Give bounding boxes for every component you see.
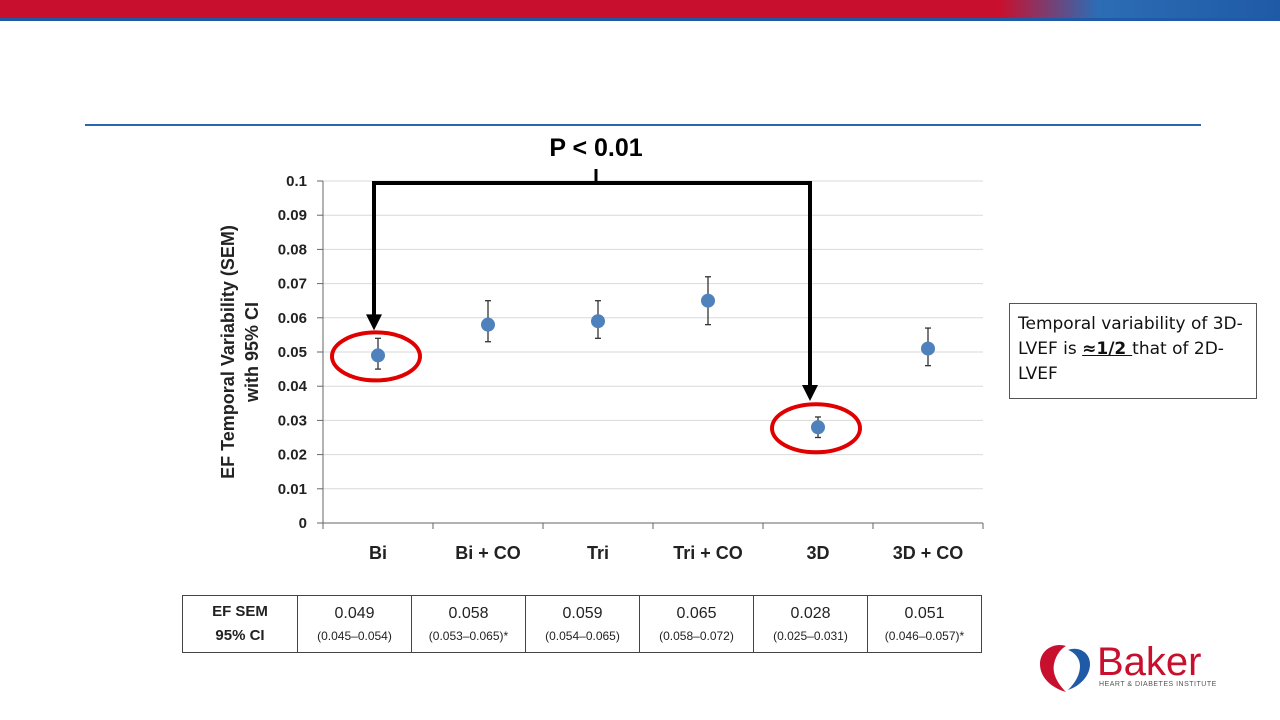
data-point [921,342,935,356]
table-value: 0.049 [298,602,411,626]
table-header-line1: EF SEM [212,603,268,620]
table-header-line2: 95% CI [215,627,264,644]
table-value: 0.051 [868,602,981,626]
y-tick-label: 0.05 [278,344,307,361]
callout-box: Temporal variability of 3D-LVEF is ≈1/2 … [1009,303,1257,399]
y-tick-label: 0.01 [278,481,307,498]
y-tick-label: 0 [299,515,307,532]
table-value: 0.059 [526,602,639,626]
table-ci: (0.054–0.065) [526,626,639,646]
logo-subtitle: HEART & DIABETES INSTITUTE [1099,681,1217,688]
table-cell: 0.049(0.045–0.054) [298,596,412,653]
callout-text-bold: ≈1/2 [1082,339,1132,359]
table-cell: 0.058(0.053–0.065)* [412,596,526,653]
y-axis-label-sub: with 95% CI [242,302,262,403]
data-point [701,294,715,308]
x-category-label: 3D [806,543,829,563]
data-point [591,314,605,328]
y-tick-label: 0.09 [278,207,307,224]
y-tick-label: 0.06 [278,310,307,327]
y-axis-label: EF Temporal Variability (SEM) [218,225,238,479]
data-point [481,318,495,332]
x-category-label: Tri [587,543,609,563]
logo-name: Baker [1097,640,1202,684]
significance-bracket [374,183,810,387]
y-tick-label: 0.03 [278,412,307,429]
x-category-label: Bi + CO [455,543,521,563]
data-point [811,420,825,434]
y-tick-label: 0.07 [278,276,307,293]
y-tick-label: 0.02 [278,447,307,464]
table-cell: 0.028(0.025–0.031) [754,596,868,653]
data-point [371,348,385,362]
table-value: 0.065 [640,602,753,626]
table-cell: 0.065(0.058–0.072) [640,596,754,653]
arrowhead-right [802,385,818,401]
sem-table: EF SEM 95% CI 0.049(0.045–0.054) 0.058(0… [182,595,982,653]
table-cell: 0.059(0.054–0.065) [526,596,640,653]
x-category-label: Bi [369,543,387,563]
table-cell: 0.051(0.046–0.057)* [868,596,982,653]
table-ci: (0.058–0.072) [640,626,753,646]
table-ci: (0.045–0.054) [298,626,411,646]
table-row: EF SEM 95% CI 0.049(0.045–0.054) 0.058(0… [183,596,982,653]
p-value-annotation: P < 0.01 [549,134,642,162]
table-value: 0.058 [412,602,525,626]
table-value: 0.028 [754,602,867,626]
arrowhead-left [366,314,382,330]
x-category-label: Tri + CO [673,543,743,563]
y-tick-label: 0.04 [278,378,308,395]
table-ci: (0.025–0.031) [754,626,867,646]
table-ci: (0.046–0.057)* [868,626,981,646]
table-header-cell: EF SEM 95% CI [183,596,298,653]
x-category-label: 3D + CO [893,543,964,563]
variability-chart: 0 0.01 0.02 0.03 0.04 0.05 0.06 0.07 0.08 0.09 0.1… [0,0,1280,590]
y-tick-label: 0.1 [286,173,307,190]
y-tick-label: 0.08 [278,241,307,258]
table-ci: (0.053–0.065)* [412,626,525,646]
